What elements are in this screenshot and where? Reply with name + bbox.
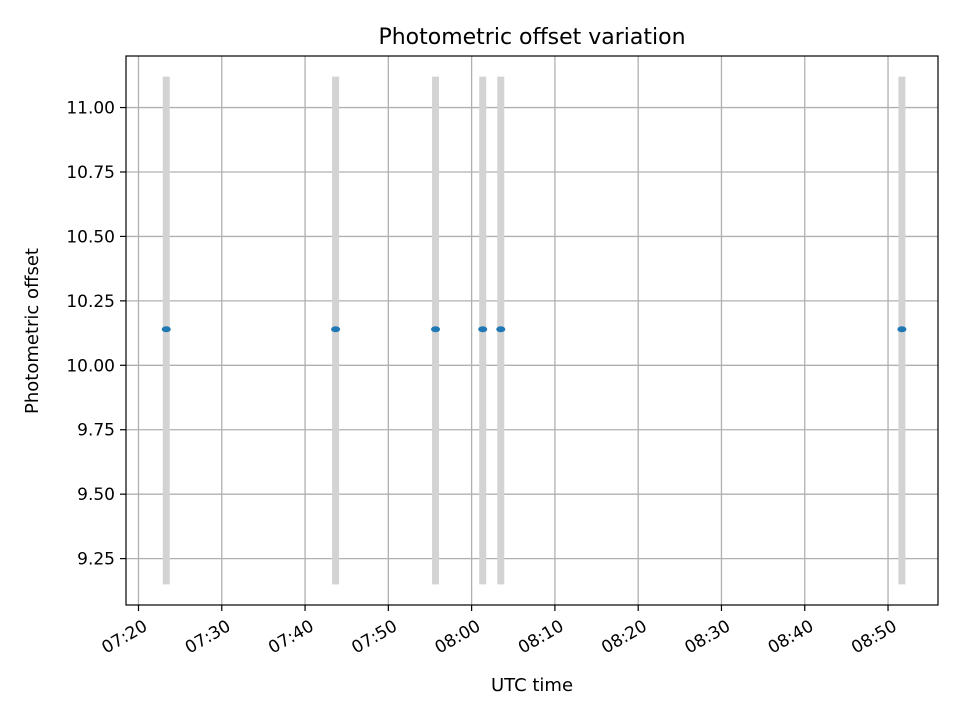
y-tick-label: 10.75 [66,163,115,183]
y-tick-label: 10.50 [66,227,115,247]
data-point [331,326,341,333]
y-tick-label: 9.75 [77,421,115,441]
y-axis-label: Photometric offset [22,248,43,414]
grid-layer [126,56,938,605]
y-tick-label: 11.00 [66,99,115,119]
data-point [897,326,907,333]
y-tick-label: 9.25 [77,550,115,570]
data-layer [161,76,907,585]
y-tick-label: 9.50 [77,485,115,505]
data-point [496,326,506,333]
data-point [161,326,171,333]
x-axis-label: UTC time [491,675,573,696]
plot-frame [125,55,939,606]
data-point [431,326,441,333]
chart-title: Photometric offset variation [378,25,685,50]
y-tick-label: 10.25 [66,292,115,312]
data-point [478,326,488,333]
y-tick-label: 10.00 [66,356,115,376]
